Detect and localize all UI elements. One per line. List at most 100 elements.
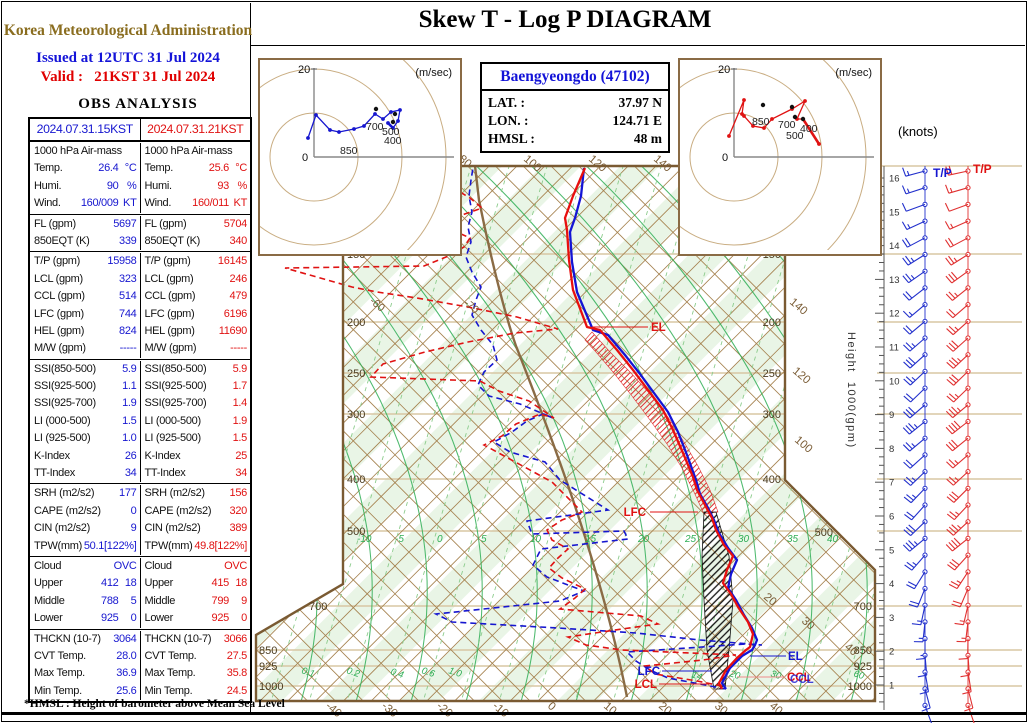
- table-row: CIN (m2/s2) 9 CIN (m2/s2) 389: [30, 520, 250, 538]
- agency-title: Korea Meteorological Administration: [3, 22, 253, 39]
- table-row: T/P (gpm) 15958 T/P (gpm) 16145: [30, 253, 250, 271]
- table-row: Min Temp. 25.6 Min Temp. 24.5: [30, 682, 250, 701]
- hodo-black-dot: [800, 116, 806, 122]
- ccl-label: CCL: [787, 672, 811, 684]
- isotherm-line: [979, 160, 1028, 705]
- lat-label: LAT. :: [488, 95, 525, 110]
- hmsl-label: HMSL :: [488, 131, 535, 146]
- table-row: SRH (m2/s2) 177 SRH (m2/s2) 156: [30, 485, 250, 503]
- dry-adiabat-line: [256, 166, 507, 701]
- adiabat-label-right: 120: [790, 365, 812, 387]
- mixing-ratio-line: [459, 166, 626, 701]
- table-row: THCKN (10-7) 3064 THCKN (10-7) 3066: [30, 630, 250, 648]
- dry-adiabat-line: [256, 166, 646, 701]
- dry-adiabat-line: [461, 166, 875, 701]
- pressure-label-right: 700: [854, 601, 872, 613]
- tp-label-blue: T/P: [933, 166, 952, 180]
- table-row: M/W (gpm) ----- M/W (gpm) -----: [30, 340, 250, 358]
- pressure-label-right: 1000: [848, 681, 872, 693]
- mixing-ratio-label: 0.1: [300, 665, 316, 680]
- obs-column-time: 2024.07.31.21KST: [139, 119, 251, 140]
- obs-analysis-table: 2024.07.31.15KST 2024.07.31.21KST 1000 hPa…: [28, 117, 252, 704]
- isotherm-line: [256, 166, 635, 701]
- mixing-ratio-label: 0.6: [420, 665, 437, 680]
- obs-table-section: T/P (gpm) 15958 T/P (gpm) 16145 LCL (gpm) 323…: [30, 251, 250, 358]
- table-row: Max Temp. 36.9 Max Temp. 35.8: [30, 665, 250, 683]
- hodo-point: [770, 117, 774, 121]
- height-tick-label: 3: [889, 613, 894, 624]
- table-row: CCL (gpm) 514 CCL (gpm) 479: [30, 288, 250, 306]
- hodo-point: [362, 124, 366, 128]
- mixing-ratio-label: 60: [852, 668, 866, 682]
- height-axis-label: Height 1000(gpm): [845, 332, 857, 449]
- height-tick-label: 4: [889, 579, 894, 590]
- temp-axis-label: -40: [323, 700, 343, 720]
- hodo-axis-20: 20: [718, 64, 730, 76]
- moist-adiabat-label: -10: [357, 534, 372, 545]
- mixing-ratio-line: [383, 166, 550, 701]
- height-tick-label: 10: [889, 376, 900, 387]
- hodo-point: [803, 99, 807, 103]
- pressure-label-left: 250: [347, 368, 365, 380]
- obs-table-section: SSI(850-500) 5.9 SSI(850-500) 5.9 SSI(925-50…: [30, 358, 250, 484]
- hodo-axis-20: 20: [298, 64, 310, 76]
- hodo-point: [742, 98, 746, 102]
- isotherm-line: [256, 166, 691, 701]
- temp-axis-label: 20: [656, 700, 674, 717]
- lfc_lower-label: LFC: [638, 666, 660, 678]
- right-margin: 16 15 14 13 12 11 10 9 8 7 6 5 4 3 2 1: [875, 165, 1022, 723]
- hodo-level-label: 850: [340, 145, 358, 157]
- temp-axis-label: 10: [601, 700, 619, 717]
- dry-adiabat-line: [377, 166, 875, 701]
- height-tick-label: 7: [889, 478, 894, 489]
- table-row: TT-Index 34 TT-Index 34: [30, 465, 250, 483]
- table-row: 850EQT (K) 339 850EQT (K) 340: [30, 232, 250, 251]
- pressure-label-left: 925: [259, 661, 277, 673]
- height-tick-label: 13: [889, 275, 900, 286]
- lon-label: LON. :: [488, 113, 529, 128]
- table-row: Temp. 26.4 °C Temp. 25.6 °C: [30, 160, 250, 178]
- tp-label-red: T/P: [973, 162, 992, 176]
- obs-table-section: THCKN (10-7) 3064 THCKN (10-7) 3066 CVT Temp…: [30, 628, 250, 702]
- station-name: Baengyeongdo (47102): [482, 64, 668, 91]
- obs-table-section: 1000 hPa Air-mass 1000 hPa Air-mass Temp. 2…: [30, 141, 250, 214]
- table-row: SSI(850-500) 5.9 SSI(850-500) 5.9: [30, 360, 250, 379]
- hodo-axis-0: 0: [722, 152, 728, 164]
- temp-axis-label: 30: [712, 700, 730, 717]
- hodograph-21kst: 20 0 (m/sec) 850 700 500 400: [601, 24, 882, 290]
- table-row: Upper 412 18 Upper 415 18: [30, 575, 250, 593]
- table-row: LFC (gpm) 744 LFC (gpm) 6196: [30, 305, 250, 323]
- pressure-label-left: 700: [309, 601, 327, 613]
- dry-adiabat-line: [256, 166, 424, 701]
- hodo-ring: [601, 24, 867, 290]
- hodo-point: [396, 119, 400, 123]
- hodo-level-label: 500: [786, 130, 804, 142]
- pressure-label-left: 850: [259, 645, 277, 657]
- hodo-point: [373, 112, 377, 116]
- moist-adiabat-label: 15: [585, 534, 597, 545]
- moist-adiabat-line: [414, 166, 648, 701]
- hodo-point: [398, 108, 402, 112]
- table-row: SSI(925-500) 1.1 SSI(925-500) 1.7: [30, 378, 250, 396]
- isotherm-line: [951, 160, 1028, 705]
- moist-adiabat-label: 0: [437, 534, 443, 545]
- table-row: LCL (gpm) 323 LCL (gpm) 246: [30, 270, 250, 289]
- mixing-ratio-label: 30: [769, 668, 783, 682]
- mixing-ratio-line: [497, 166, 664, 701]
- moist-adiabat-label: 10: [530, 534, 542, 545]
- mixing-ratio-line: [345, 166, 512, 701]
- dry-adiabat-line: [256, 166, 396, 701]
- mixing-ratio-line: [421, 166, 588, 701]
- hodo-point: [314, 113, 318, 117]
- hodo-level-label: 700: [366, 121, 384, 133]
- obs-column-time: 2024.07.31.15KST: [36, 122, 134, 136]
- table-row: K-Index 26 K-Index 25: [30, 447, 250, 466]
- temp-axis-label: -10: [490, 700, 510, 720]
- hodo-black-dot: [760, 102, 766, 108]
- hodo-black-dot: [390, 119, 396, 125]
- mixing-ratio-label: 1.0: [447, 665, 464, 680]
- table-row: LI (000-500) 1.5 LI (000-500) 1.9: [30, 412, 250, 431]
- pressure-label-right: 500: [815, 527, 833, 539]
- height-tick-label: 14: [889, 241, 900, 252]
